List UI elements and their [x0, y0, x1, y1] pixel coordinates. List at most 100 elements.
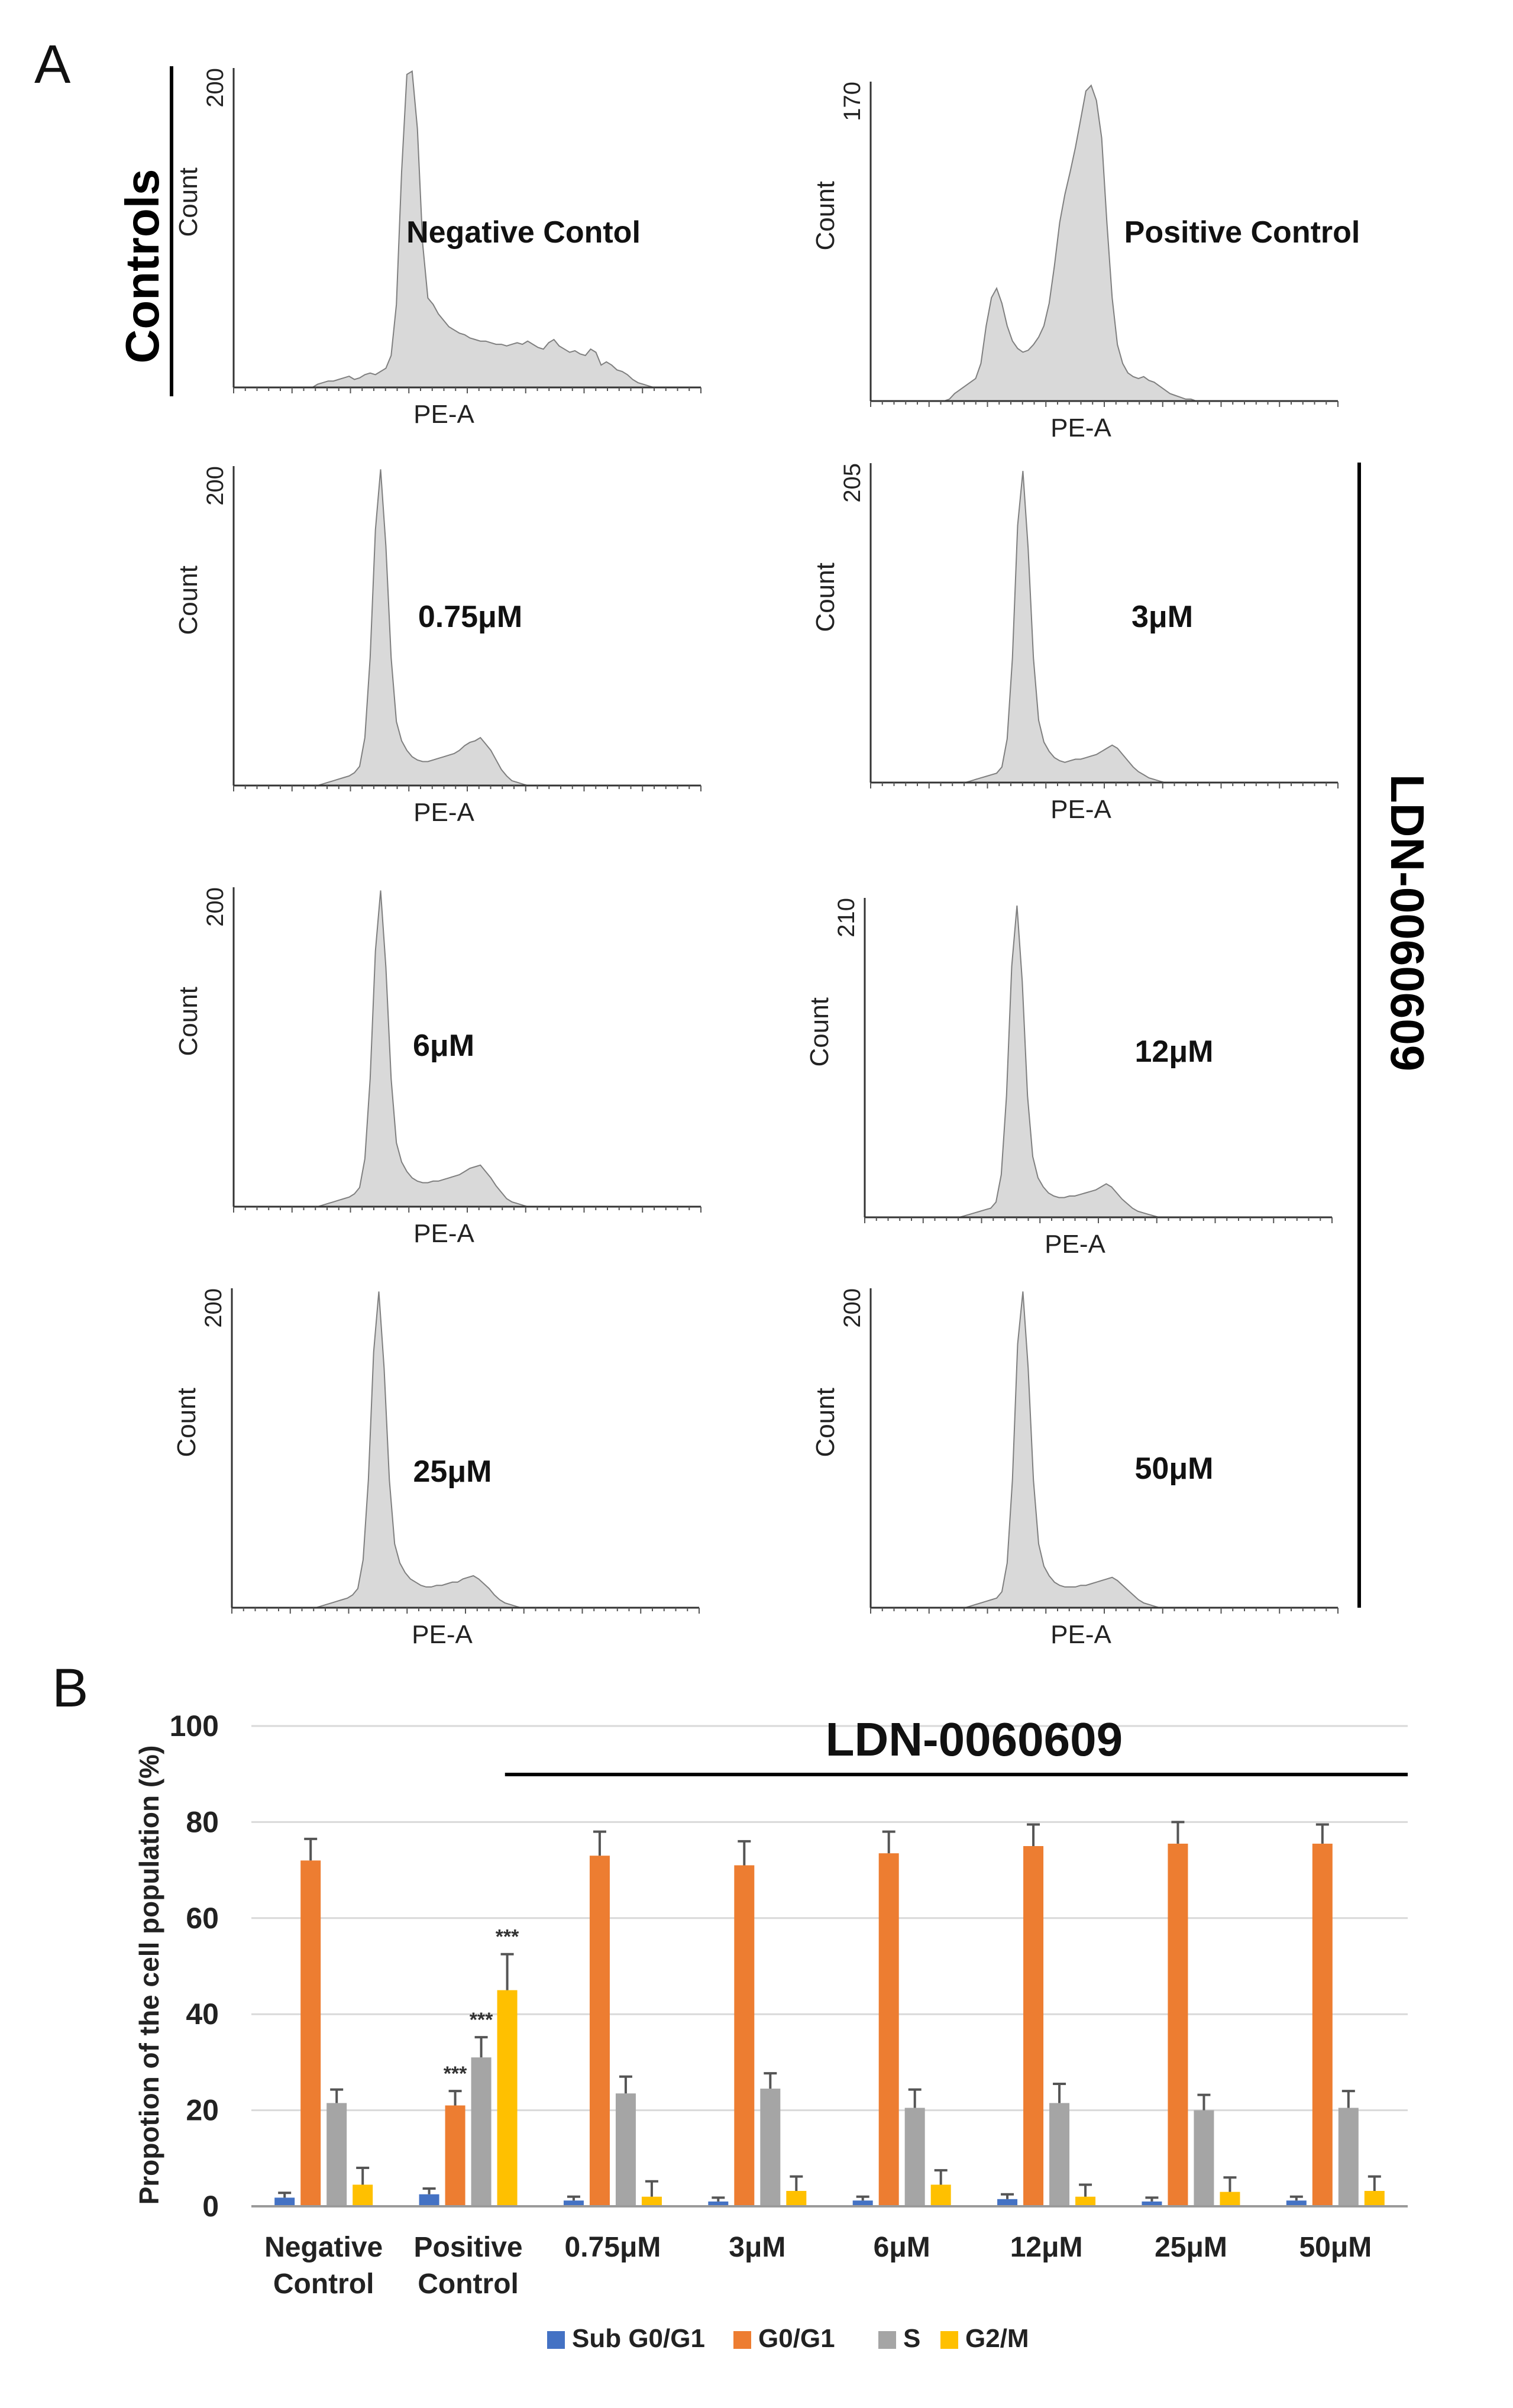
histogram-positive-control: 170 Count PE-A Positive Control — [811, 82, 1360, 442]
bar — [1023, 1846, 1044, 2206]
category-label: Negative — [264, 2232, 383, 2263]
bar — [589, 1856, 610, 2206]
x-axis-label: PE-A — [413, 400, 474, 429]
y-axis-label: Count — [811, 563, 840, 632]
x-ticks — [870, 783, 1339, 788]
y-max-label: 200 — [202, 466, 228, 506]
histogram-6um: 200 Count PE-A 6μM — [174, 887, 701, 1248]
bar — [1075, 2196, 1096, 2206]
y-tick-label: 0 — [202, 2190, 219, 2223]
x-ticks — [231, 1608, 700, 1614]
bar — [1312, 1843, 1333, 2206]
treatment-group-label: LDN-0060609 — [826, 1713, 1123, 1766]
y-axis-label: Count — [174, 987, 203, 1056]
condition-label: 50μM — [1135, 1452, 1214, 1486]
histogram-3um: 205 Count PE-A 3μM — [811, 463, 1339, 824]
category-label: Control — [273, 2268, 374, 2300]
y-tick-label: 80 — [186, 1805, 219, 1838]
bar — [497, 1990, 518, 2206]
bar — [326, 2103, 347, 2206]
cell-cycle-bar-chart: 0 20 40 60 80 100 Propotion of the cell popul… — [134, 1709, 1408, 2353]
bar — [641, 2196, 662, 2206]
histogram-negative-control: 200 Count PE-A Negative Contol — [174, 68, 701, 429]
y-axis-label: Count — [811, 181, 840, 250]
y-max-label: 210 — [833, 898, 859, 938]
condition-label: 3μM — [1131, 600, 1193, 634]
x-ticks — [870, 401, 1339, 407]
y-axis-label: Count — [805, 997, 834, 1066]
bar — [300, 1860, 321, 2206]
condition-label: 0.75μM — [418, 600, 522, 634]
legend-swatch — [940, 2331, 958, 2349]
bar — [852, 2200, 873, 2206]
x-ticks — [233, 1207, 701, 1213]
x-ticks — [864, 1217, 1333, 1223]
histogram-0-75um: 200 Count PE-A 0.75μM — [174, 466, 701, 827]
category-label: 12μM — [1010, 2232, 1083, 2263]
bars: *** *** *** — [274, 1821, 1385, 2206]
x-ticks — [870, 1608, 1339, 1614]
histogram-12um: 210 Count PE-A 12μM — [805, 898, 1333, 1259]
bar — [1220, 2192, 1240, 2206]
condition-label: 12μM — [1135, 1035, 1214, 1069]
grid-lines — [251, 1725, 1408, 2112]
x-ticks — [233, 387, 701, 393]
bar — [1338, 2108, 1359, 2206]
bar — [471, 2057, 492, 2206]
bar — [786, 2191, 807, 2206]
x-axis-label: PE-A — [412, 1620, 473, 1649]
y-tick-label: 100 — [170, 1709, 219, 1743]
y-axis-label: Count — [174, 565, 203, 635]
x-axis-label: PE-A — [1045, 1230, 1105, 1259]
x-axis-label: PE-A — [413, 1219, 474, 1248]
y-tick-labels: 0 20 40 60 80 100 — [170, 1709, 219, 2223]
histogram-25um: 200 Count PE-A 25μM — [172, 1288, 700, 1649]
category-label: 0.75μM — [565, 2232, 661, 2263]
category-labels: Negative Control Positive Control 0.75μM 3μM 6… — [264, 2232, 1372, 2300]
category-label: Positive — [414, 2232, 523, 2263]
bar — [1194, 2110, 1214, 2206]
y-max-label: 200 — [202, 887, 228, 927]
legend-swatch — [547, 2331, 565, 2349]
significance-mark: *** — [496, 1926, 519, 1948]
category-label: 50μM — [1299, 2232, 1372, 2263]
category-label: 6μM — [874, 2232, 930, 2263]
y-tick-label: 60 — [186, 1902, 219, 1935]
x-ticks — [233, 786, 701, 791]
legend-swatch — [878, 2331, 896, 2349]
bar — [1364, 2191, 1385, 2206]
x-axis-label: PE-A — [1050, 1620, 1111, 1649]
y-max-label: 200 — [839, 1288, 865, 1328]
legend-label: G2/M — [965, 2324, 1029, 2353]
treatment-label: LDN-0060609 — [1381, 774, 1434, 1072]
y-max-label: 200 — [201, 1288, 227, 1328]
bar — [708, 2201, 729, 2206]
panel-a-label: A — [34, 34, 71, 95]
legend-swatch — [733, 2331, 751, 2349]
bar — [615, 2093, 636, 2206]
bar — [419, 2194, 439, 2206]
y-tick-label: 40 — [186, 1997, 219, 2031]
condition-label: Positive Control — [1124, 215, 1360, 250]
bar — [1168, 1843, 1188, 2206]
x-axis-label: PE-A — [1050, 795, 1111, 824]
x-axis-label: PE-A — [413, 798, 474, 827]
x-axis-label: PE-A — [1050, 413, 1111, 442]
condition-label: 25μM — [413, 1455, 492, 1489]
bar — [1142, 2201, 1162, 2206]
panel-b-label: B — [52, 1658, 88, 1718]
bar — [1049, 2103, 1070, 2206]
bar — [445, 2105, 465, 2206]
bar — [878, 1853, 899, 2206]
bar — [997, 2199, 1018, 2206]
legend-label: S — [903, 2324, 920, 2353]
histogram-50um: 200 Count PE-A 50μM — [811, 1288, 1339, 1649]
category-label: 3μM — [729, 2232, 785, 2263]
y-max-label: 200 — [202, 68, 228, 108]
bar — [1286, 2200, 1307, 2206]
y-axis-label: Propotion of the cell population (%) — [134, 1746, 164, 2205]
significance-mark: *** — [444, 2063, 467, 2085]
bar — [930, 2184, 951, 2206]
